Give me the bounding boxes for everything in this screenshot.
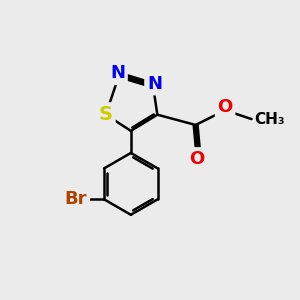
Text: O: O [190,150,205,168]
Text: Br: Br [65,190,87,208]
Text: N: N [110,64,125,82]
Text: CH₃: CH₃ [254,112,285,127]
Text: O: O [218,98,233,116]
Text: N: N [147,75,162,93]
Text: S: S [99,105,113,124]
